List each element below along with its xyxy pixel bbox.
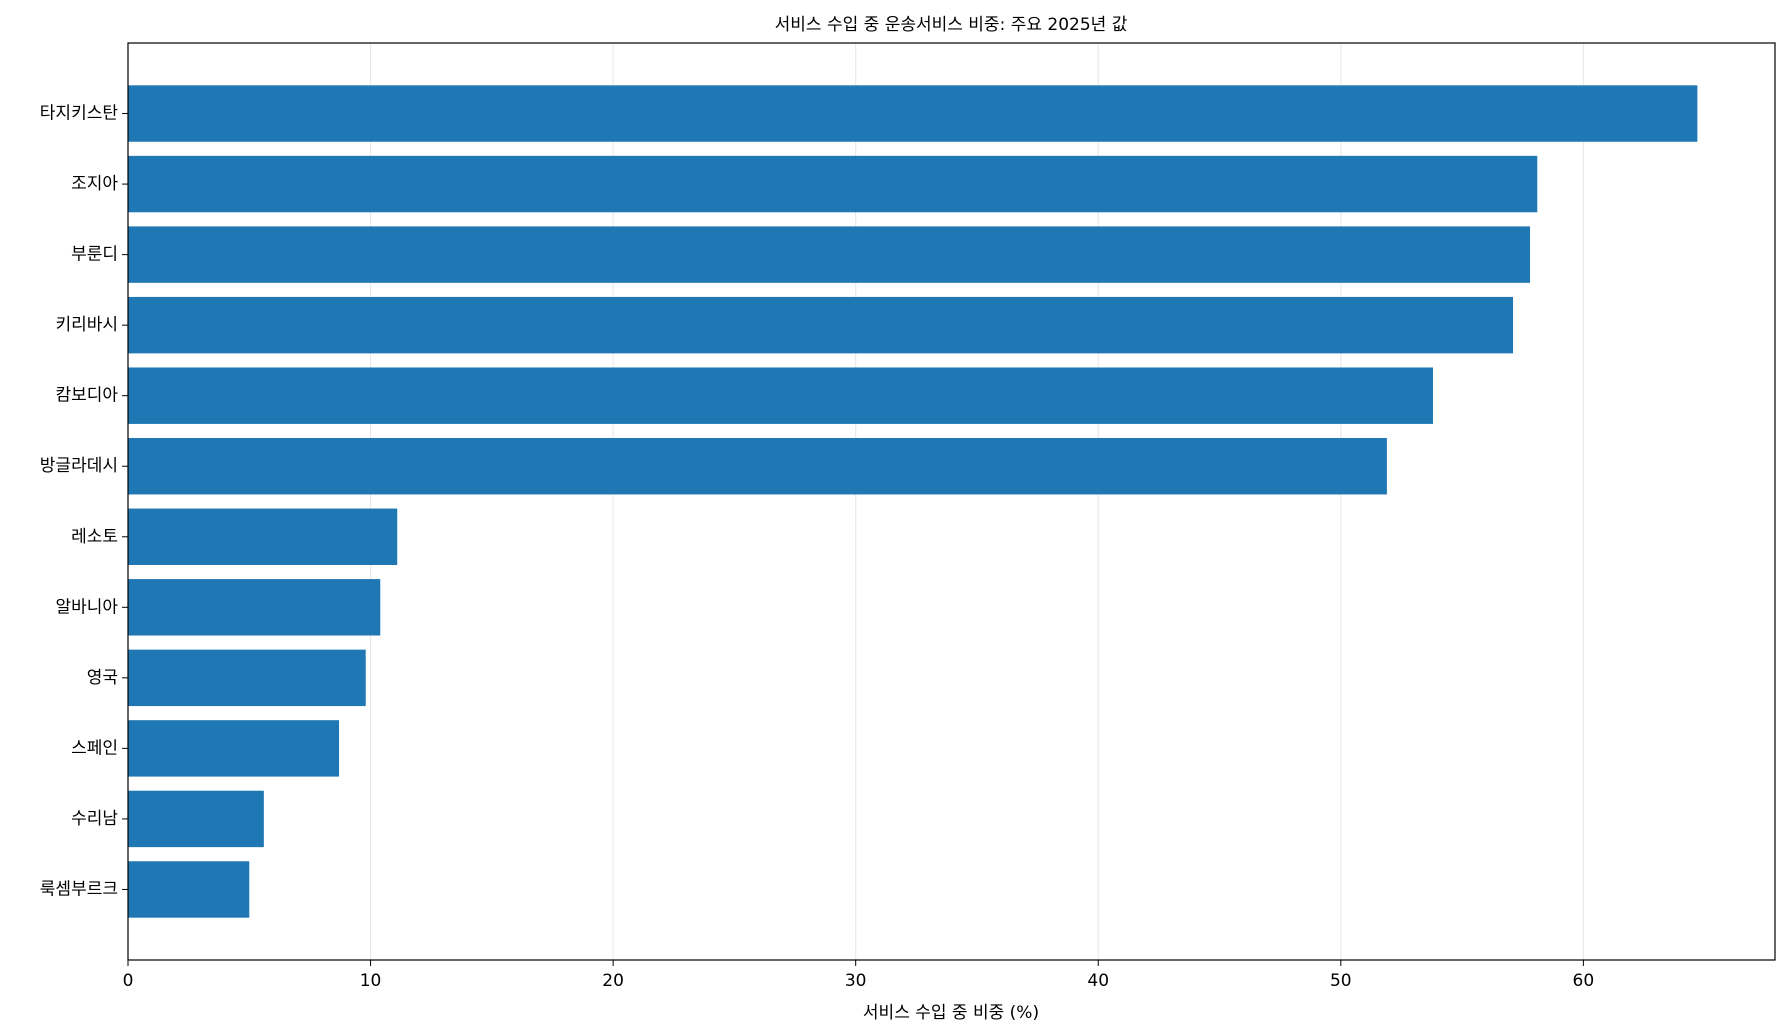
y-tick-label: 키리바시 — [55, 315, 118, 335]
x-tick-label: 10 — [360, 971, 382, 991]
y-tick-label: 스페인 — [71, 738, 118, 758]
bar — [128, 861, 250, 918]
bar — [128, 649, 366, 707]
bar — [128, 226, 1531, 283]
y-tick-label: 룩셈부르크 — [40, 879, 118, 899]
y-tick-label: 부룬디 — [71, 245, 118, 265]
y-tick-label: 캄보디아 — [55, 386, 118, 406]
bar — [128, 579, 381, 636]
bar — [128, 367, 1433, 424]
bar — [128, 720, 340, 777]
y-tick-label: 방글라데시 — [40, 456, 118, 476]
bar — [128, 508, 398, 565]
y-tick-label: 조지아 — [71, 174, 118, 194]
y-tick-label: 타지키스탄 — [40, 104, 119, 124]
y-tick-label: 수리남 — [71, 809, 118, 829]
y-tick-label: 레소토 — [71, 527, 118, 547]
x-axis-label: 서비스 수입 중 비중 (%) — [863, 1003, 1039, 1023]
x-tick-label: 30 — [845, 971, 867, 991]
x-tick-label: 50 — [1330, 971, 1352, 991]
y-tick-label: 알바니아 — [55, 597, 118, 617]
bar — [128, 155, 1538, 213]
bar — [128, 296, 1514, 354]
x-tick-label: 20 — [602, 971, 624, 991]
bar — [128, 438, 1387, 495]
bar — [128, 85, 1698, 142]
chart-title: 서비스 수입 중 운송서비스 비중: 주요 2025년 값 — [775, 15, 1128, 35]
x-tick-label: 0 — [123, 971, 134, 991]
y-tick-label: 영국 — [87, 668, 118, 688]
bar — [128, 790, 264, 848]
plot-frame — [127, 42, 1776, 961]
x-tick-label: 60 — [1573, 971, 1595, 991]
x-tick-label: 40 — [1087, 971, 1109, 991]
